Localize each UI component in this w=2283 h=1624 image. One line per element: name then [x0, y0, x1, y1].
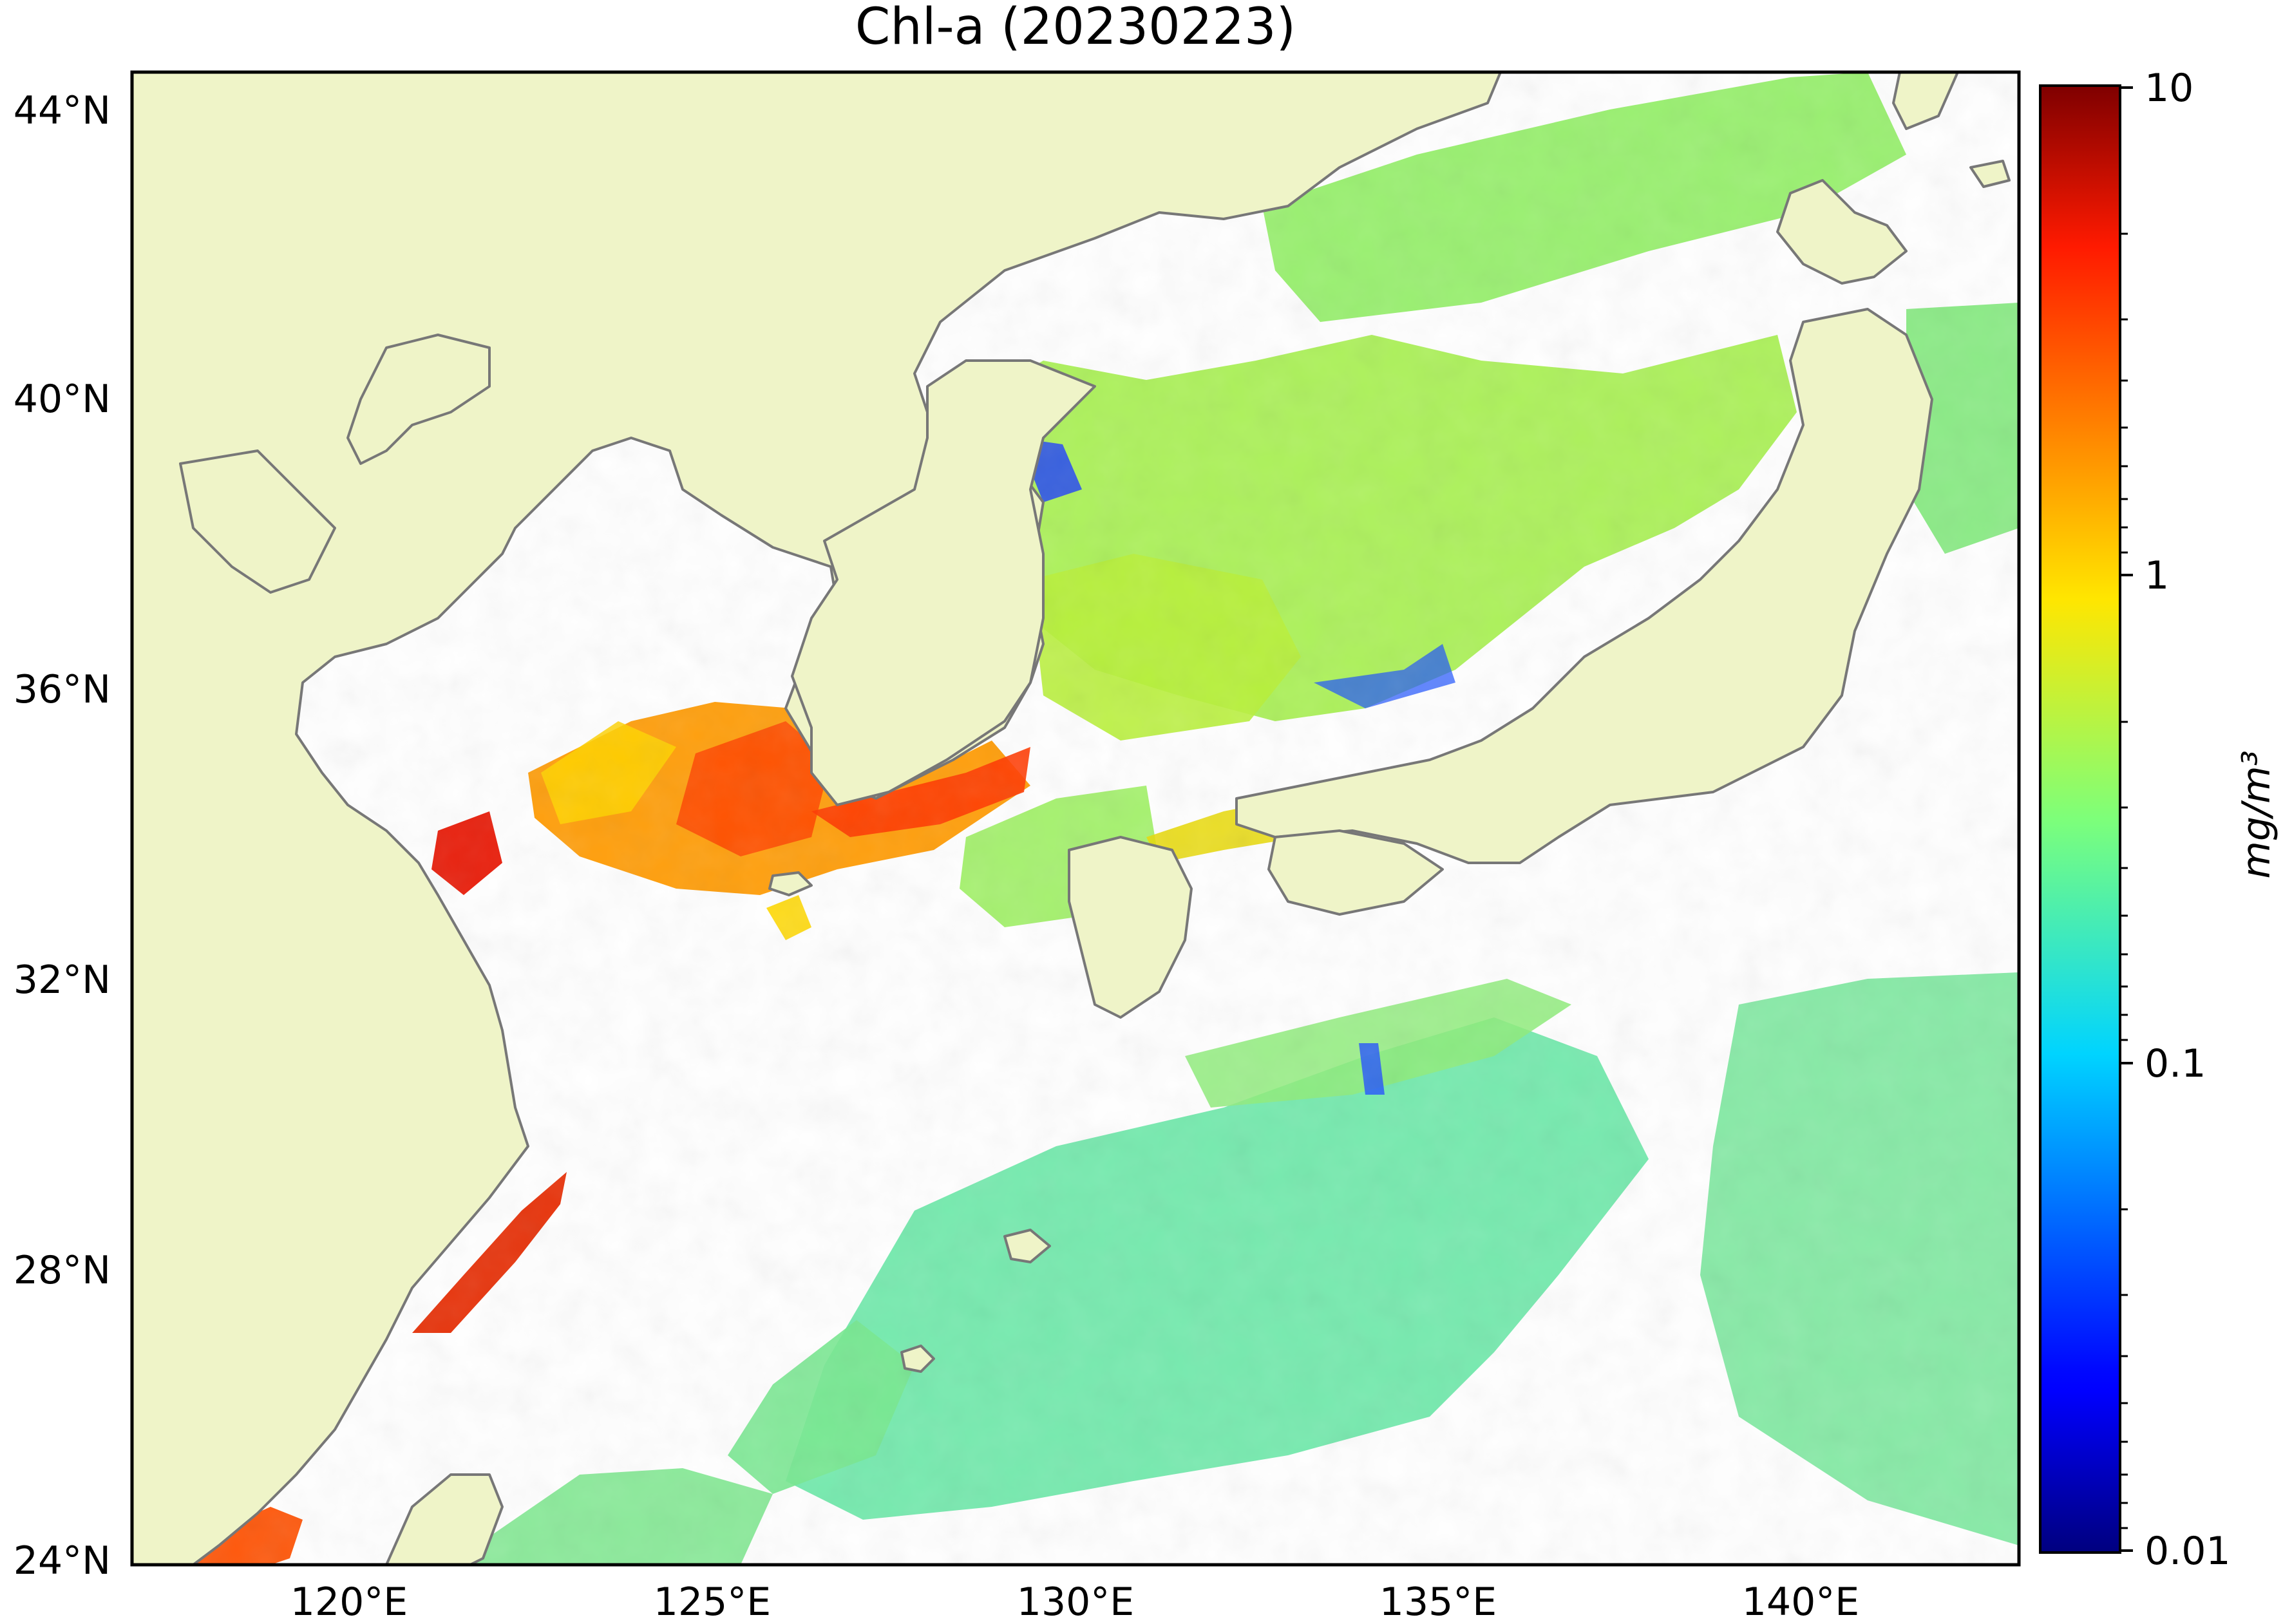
land-korea [791, 359, 1096, 806]
land-layer [132, 72, 2011, 1565]
land-china [132, 72, 1502, 1565]
lat-tick-label: 36°N [14, 667, 111, 712]
colorbar-tick-label: 0.01 [2145, 1529, 2231, 1574]
lon-tick-label: 125°E [654, 1580, 771, 1624]
land-honshu [1235, 308, 1933, 864]
land-kyushu [1068, 836, 1193, 1019]
land-bohai-south [179, 449, 336, 594]
land-liaodong [346, 334, 491, 465]
map-frame [130, 70, 2021, 1567]
lon-tick-label: 135°E [1379, 1580, 1497, 1624]
latitude-axis: 44°N 40°N 36°N 32°N 28°N 24°N [14, 88, 111, 1583]
longitude-axis: 120°E 125°E 130°E 135°E 140°E [290, 1580, 1859, 1624]
lon-tick-label: 130°E [1017, 1580, 1134, 1624]
colorbar-tick-label: 0.1 [2145, 1041, 2206, 1086]
lon-tick-label: 140°E [1742, 1580, 1859, 1624]
land-shikoku [1267, 829, 1444, 916]
lat-tick-label: 40°N [14, 377, 111, 422]
colorbar: 10 1 0.1 0.01 mg/m³ [2039, 66, 2279, 1574]
lon-tick-label: 120°E [290, 1580, 408, 1624]
land-hokkaido [1776, 179, 1908, 285]
colorbar-gradient [2039, 84, 2121, 1554]
land-kuril [1969, 160, 2011, 188]
colorbar-unit-label: mg/m³ [2234, 750, 2279, 878]
map-title: Chl-a (20230223) [855, 0, 1296, 56]
colorbar-tick-label: 1 [2145, 553, 2169, 598]
lat-tick-label: 44°N [14, 88, 111, 133]
land-sakhalin [1892, 72, 1959, 130]
colorbar-tick-label: 10 [2145, 66, 2193, 111]
lat-tick-label: 32°N [14, 958, 111, 1003]
lat-tick-label: 28°N [14, 1248, 111, 1293]
land-jeju [768, 871, 813, 896]
map-area [132, 72, 2019, 1565]
lat-tick-label: 24°N [14, 1538, 111, 1583]
land-okinawa [1003, 1229, 1051, 1263]
land-okinawa-2 [900, 1345, 935, 1373]
